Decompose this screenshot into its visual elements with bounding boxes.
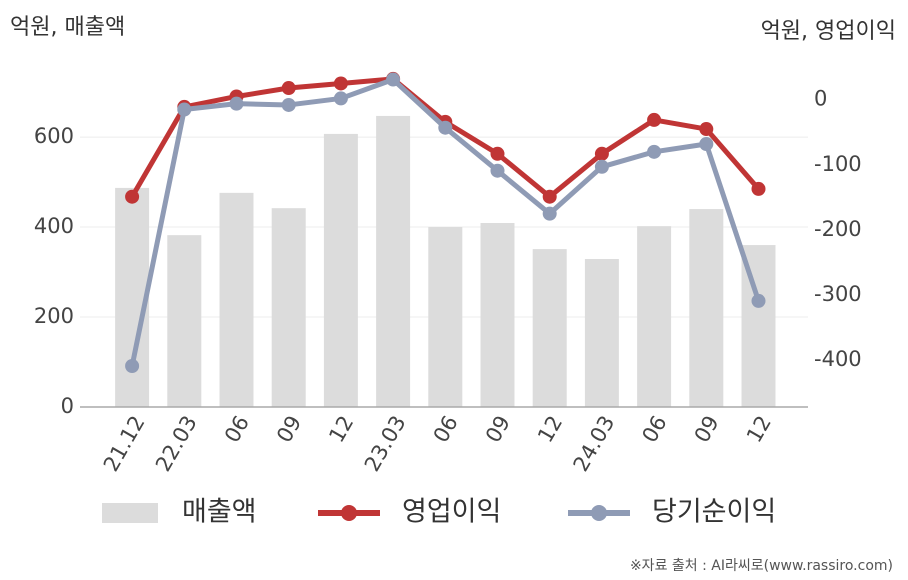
point xyxy=(490,146,505,161)
point xyxy=(438,120,453,135)
point xyxy=(542,206,557,221)
bar xyxy=(323,133,358,407)
x-tick-label: 12 xyxy=(742,412,776,447)
point xyxy=(647,144,662,159)
bar xyxy=(219,192,254,407)
point xyxy=(699,137,714,152)
point xyxy=(125,189,140,204)
legend-marker xyxy=(591,505,607,521)
left-axis-title: 억원, 매출액 xyxy=(10,15,125,40)
x-tick-label: 09 xyxy=(481,412,515,447)
x-tick-label: 09 xyxy=(690,412,724,447)
y2-tick-label: -100 xyxy=(814,152,862,176)
point xyxy=(751,293,766,308)
legend-swatch xyxy=(102,503,158,523)
y2-tick-label: -400 xyxy=(814,347,862,371)
point xyxy=(229,96,244,111)
x-tick-label: 09 xyxy=(272,412,306,447)
point xyxy=(751,181,766,196)
x-tick-label: 06 xyxy=(220,412,254,447)
bar xyxy=(584,258,619,407)
x-tick-label: 22.03 xyxy=(151,412,202,476)
bar xyxy=(428,227,463,407)
y2-tick-label: -200 xyxy=(814,217,862,241)
point xyxy=(594,159,609,174)
point xyxy=(333,76,348,91)
y-tick-label: 400 xyxy=(34,214,74,238)
x-tick-label: 12 xyxy=(324,412,358,447)
bar xyxy=(376,115,411,407)
point xyxy=(647,112,662,127)
point xyxy=(490,163,505,178)
x-tick-label: 12 xyxy=(533,412,567,447)
point xyxy=(125,358,140,373)
source-note: ※자료 출처 : AI라씨로(www.rassiro.com) xyxy=(630,558,893,574)
point xyxy=(699,122,714,137)
x-tick-label: 24.03 xyxy=(569,412,620,476)
point xyxy=(594,146,609,161)
x-tick-label: 06 xyxy=(637,412,671,447)
y-tick-label: 0 xyxy=(61,394,74,418)
point xyxy=(177,102,192,117)
bar xyxy=(637,226,672,407)
x-tick-label: 23.03 xyxy=(360,412,411,476)
y-tick-label: 200 xyxy=(34,304,74,328)
bar xyxy=(271,208,306,407)
point xyxy=(333,91,348,106)
line xyxy=(129,76,761,200)
bar xyxy=(480,223,515,407)
x-tick-label: 21.12 xyxy=(99,412,150,476)
bar xyxy=(689,209,724,407)
legend-label: 당기순이익 xyxy=(652,497,776,528)
point xyxy=(386,72,401,87)
legend-label: 매출액 xyxy=(182,497,257,528)
point xyxy=(542,189,557,204)
right-axis-title: 억원, 영업이익 xyxy=(761,19,896,44)
x-tick-label: 06 xyxy=(429,412,463,447)
bar xyxy=(532,249,567,407)
point xyxy=(281,97,296,112)
point xyxy=(281,81,296,96)
y2-tick-label: 0 xyxy=(814,87,827,111)
bar xyxy=(167,235,202,407)
legend-marker xyxy=(341,505,357,521)
y2-tick-label: -300 xyxy=(814,282,862,306)
y-tick-label: 600 xyxy=(34,124,74,148)
legend-label: 영업이익 xyxy=(402,497,501,528)
